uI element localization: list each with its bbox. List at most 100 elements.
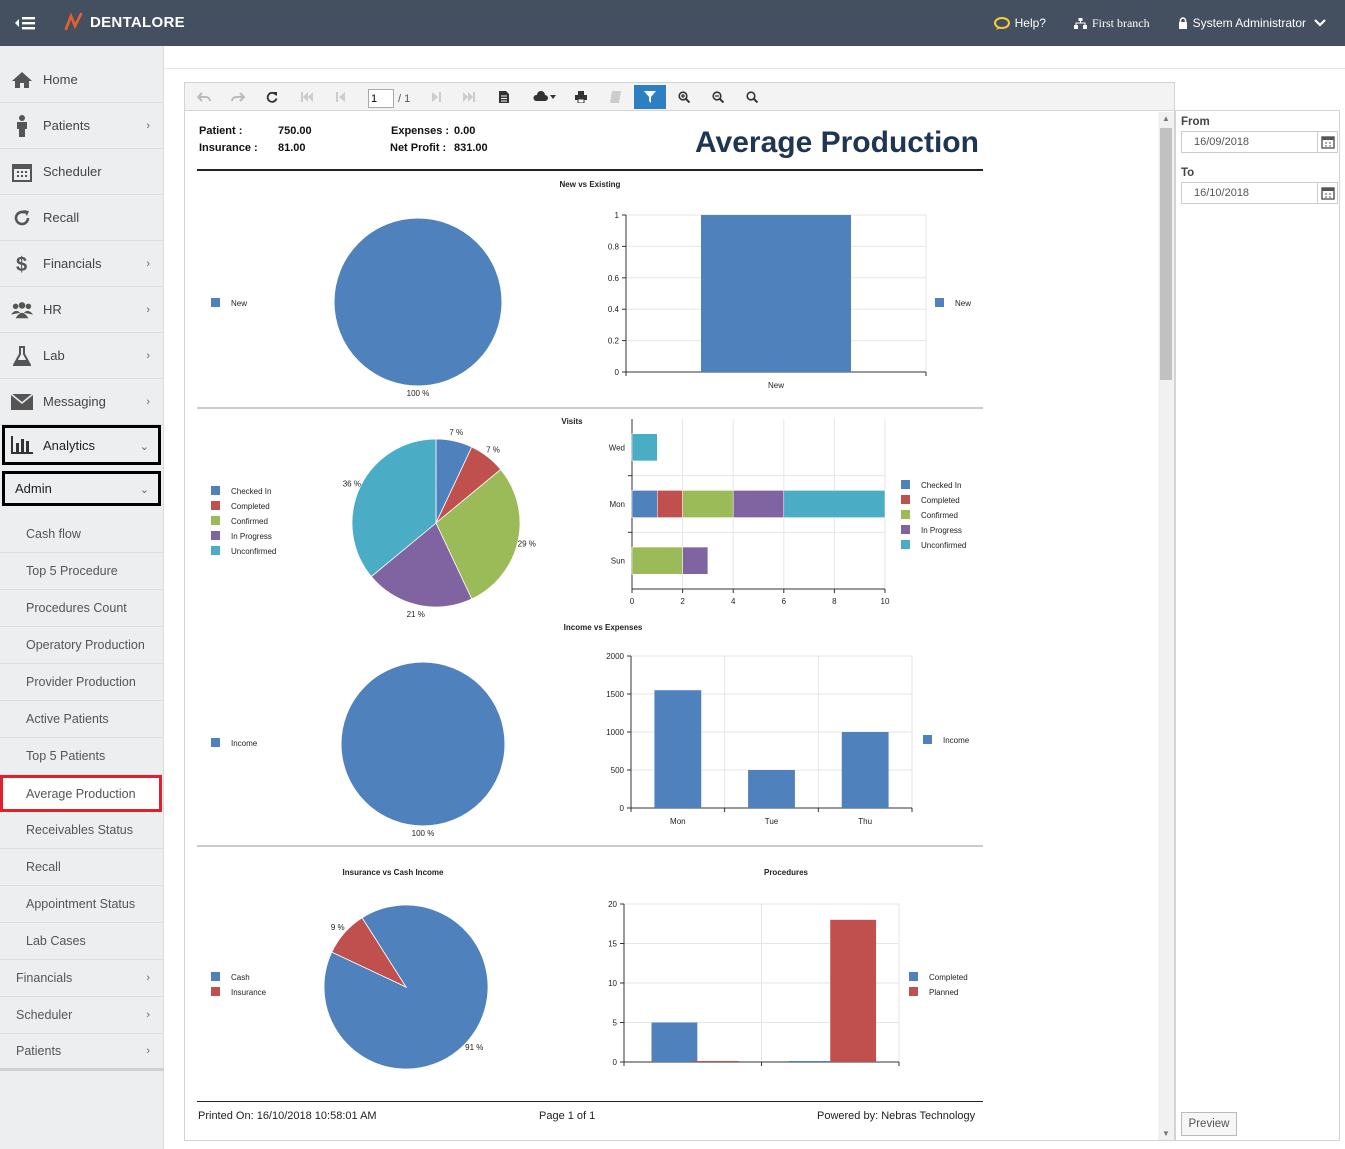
sidebar-item-recall[interactable]: Recall	[0, 195, 164, 241]
menu-toggle-icon[interactable]	[14, 13, 36, 33]
sidebar-item-home[interactable]: Home	[0, 57, 164, 103]
chat-icon	[993, 16, 1010, 30]
to-date-input[interactable]: 16/10/2018	[1181, 182, 1318, 204]
legend-label: Completed	[921, 496, 960, 505]
search-icon[interactable]	[743, 88, 761, 106]
y-tick-label: 0	[620, 804, 625, 813]
patient-value: 750.00	[278, 125, 312, 137]
submenu-top-5-patients[interactable]: Top 5 Patients	[0, 738, 164, 775]
submenu-provider-production[interactable]: Provider Production	[0, 664, 164, 701]
bar	[657, 490, 683, 518]
sidebar-item-patients[interactable]: Patients ›	[0, 103, 164, 149]
legend-swatch	[211, 738, 220, 747]
printed-on: Printed On: 16/10/2018 10:58:01 AM	[198, 1110, 377, 1122]
document-icon[interactable]	[495, 88, 513, 106]
submenu-top-5-procedure[interactable]: Top 5 Procedure	[0, 553, 164, 590]
submenu-procedures-count[interactable]: Procedures Count	[0, 590, 164, 627]
legend-swatch	[211, 531, 220, 540]
submenu-active-patients[interactable]: Active Patients	[0, 701, 164, 738]
sidebar-item-label: Scheduler	[43, 164, 102, 179]
next-page-icon[interactable]	[427, 88, 445, 106]
export-icon[interactable]	[531, 88, 559, 106]
section-label: Financials	[16, 971, 73, 985]
pie-slice	[351, 438, 437, 578]
flask-icon	[11, 345, 33, 367]
submenu-appointment-status[interactable]: Appointment Status	[0, 886, 164, 923]
zoom-in-icon[interactable]	[675, 88, 693, 106]
page-of: Page 1 of 1	[539, 1110, 596, 1122]
previous-page-icon[interactable]	[331, 88, 349, 106]
chart-title: New vs Existing	[560, 180, 621, 189]
last-page-icon[interactable]	[460, 88, 478, 106]
submenu-recall[interactable]: Recall	[0, 849, 164, 886]
print-layout-icon[interactable]	[606, 88, 624, 106]
envelope-icon	[11, 391, 33, 413]
redo-icon[interactable]	[229, 88, 247, 106]
scroll-up-icon[interactable]: ▲	[1162, 114, 1170, 123]
content-divider	[164, 68, 1345, 69]
bar	[748, 770, 795, 808]
print-icon[interactable]	[572, 88, 590, 106]
submenu-average-production[interactable]: Average Production	[0, 775, 162, 812]
calendar-icon[interactable]	[1318, 131, 1338, 153]
scroll-thumb[interactable]	[1160, 128, 1172, 380]
pie-slice-label: 100 %	[412, 829, 435, 838]
vertical-scrollbar[interactable]: ▲ ▼	[1158, 112, 1174, 1140]
zoom-out-icon[interactable]	[709, 88, 727, 106]
chart-title: Insurance vs Cash Income	[343, 868, 444, 877]
bar	[654, 690, 702, 808]
user-label: System Administrator	[1192, 16, 1306, 30]
sidebar-item-analytics[interactable]: Analytics ⌄	[2, 425, 161, 465]
x-tick-label: Thu	[858, 817, 872, 826]
submenu-receivables-status[interactable]: Receivables Status	[0, 812, 164, 849]
scroll-down-icon[interactable]: ▼	[1162, 1129, 1170, 1138]
branch-selector[interactable]: First branch	[1073, 16, 1150, 31]
y-tick-label: 1000	[606, 728, 624, 737]
section-financials[interactable]: Financials ›	[0, 960, 164, 997]
preview-button[interactable]: Preview	[1181, 1112, 1237, 1136]
pie-slice-label: 91 %	[465, 1043, 483, 1052]
sidebar-item-hr[interactable]: HR ›	[0, 287, 164, 333]
section-scheduler[interactable]: Scheduler ›	[0, 997, 164, 1034]
report-page: Patient : 750.00 Insurance : 81.00 Expen…	[185, 112, 1158, 1140]
legend-label: Confirmed	[921, 511, 958, 520]
legend-label: Income	[231, 739, 258, 748]
net-profit-value: 831.00	[454, 142, 488, 154]
page-number-input[interactable]	[368, 89, 394, 108]
legend-swatch	[211, 972, 220, 981]
legend-label: In Progress	[231, 532, 272, 541]
section-patients[interactable]: Patients ›	[0, 1034, 164, 1071]
submenu-operatory-production[interactable]: Operatory Production	[0, 627, 164, 664]
sidebar-item-admin[interactable]: Admin ⌄	[2, 471, 161, 506]
chart-title: Procedures	[764, 868, 809, 877]
calendar-icon[interactable]	[1318, 182, 1338, 204]
pie-slice-label: 36 %	[343, 479, 361, 488]
brand[interactable]: DENTALORE	[64, 12, 185, 32]
legend-swatch	[909, 972, 918, 981]
report-title: Average Production	[695, 126, 979, 159]
undo-icon[interactable]	[195, 88, 213, 106]
legend-swatch	[923, 735, 932, 744]
y-tick-label: 0.2	[608, 337, 620, 346]
legend-label: Completed	[231, 502, 270, 511]
filter-icon[interactable]	[634, 85, 666, 109]
sidebar-item-financials[interactable]: $ Financials ›	[0, 241, 164, 287]
legend-label: Planned	[929, 988, 958, 997]
y-tick-label: 2000	[606, 652, 624, 661]
chevron-right-icon: ›	[146, 304, 150, 316]
refresh-icon[interactable]	[263, 88, 281, 106]
sidebar-item-scheduler[interactable]: Scheduler	[0, 149, 164, 195]
pie-slice-label: 7 %	[449, 428, 463, 437]
footer-rule	[197, 1101, 983, 1102]
from-date-input[interactable]: 16/09/2018	[1181, 131, 1318, 153]
top-bar: DENTALORE Help? First branch System Admi…	[0, 0, 1345, 46]
x-tick-label: 8	[832, 597, 837, 606]
help-link[interactable]: Help?	[993, 16, 1046, 30]
user-menu[interactable]: System Administrator	[1178, 16, 1331, 30]
submenu-cash-flow[interactable]: Cash flow	[0, 516, 164, 553]
sidebar-item-lab[interactable]: Lab ›	[0, 333, 164, 379]
first-page-icon[interactable]	[298, 88, 316, 106]
chevron-right-icon: ›	[146, 972, 150, 984]
sidebar-item-messaging[interactable]: Messaging ›	[0, 379, 164, 425]
submenu-lab-cases[interactable]: Lab Cases	[0, 923, 164, 960]
